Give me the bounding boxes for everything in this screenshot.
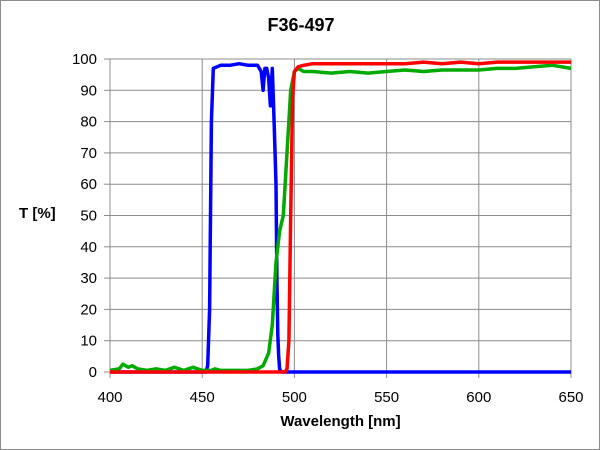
y-tick-label: 60: [80, 176, 97, 193]
y-axis-label: T [%]: [19, 205, 56, 222]
x-tick-label: 400: [97, 389, 122, 406]
series-green: [109, 63, 572, 373]
y-tick-label: 80: [80, 114, 97, 131]
y-tick-label: 90: [80, 82, 97, 99]
series-blue: [110, 61, 571, 374]
y-tick-label: 20: [80, 301, 97, 318]
y-tick-label: 10: [80, 333, 97, 350]
x-axis-label: Wavelength [nm]: [280, 413, 401, 430]
y-tick-label: 50: [80, 208, 97, 225]
x-tick-label: 650: [558, 389, 583, 406]
y-tick-label: 30: [80, 270, 97, 287]
series-red: [110, 60, 571, 374]
x-tick-label: 500: [282, 389, 307, 406]
y-tick-label: 70: [80, 145, 97, 162]
x-tick-label: 450: [190, 389, 215, 406]
y-tick-label: 0: [89, 364, 97, 381]
y-tick-label: 100: [72, 51, 97, 68]
chart-title: F36-497: [267, 15, 335, 35]
y-tick-label: 40: [80, 239, 97, 256]
x-tick-label: 600: [466, 389, 491, 406]
x-tick-label: 550: [374, 389, 399, 406]
